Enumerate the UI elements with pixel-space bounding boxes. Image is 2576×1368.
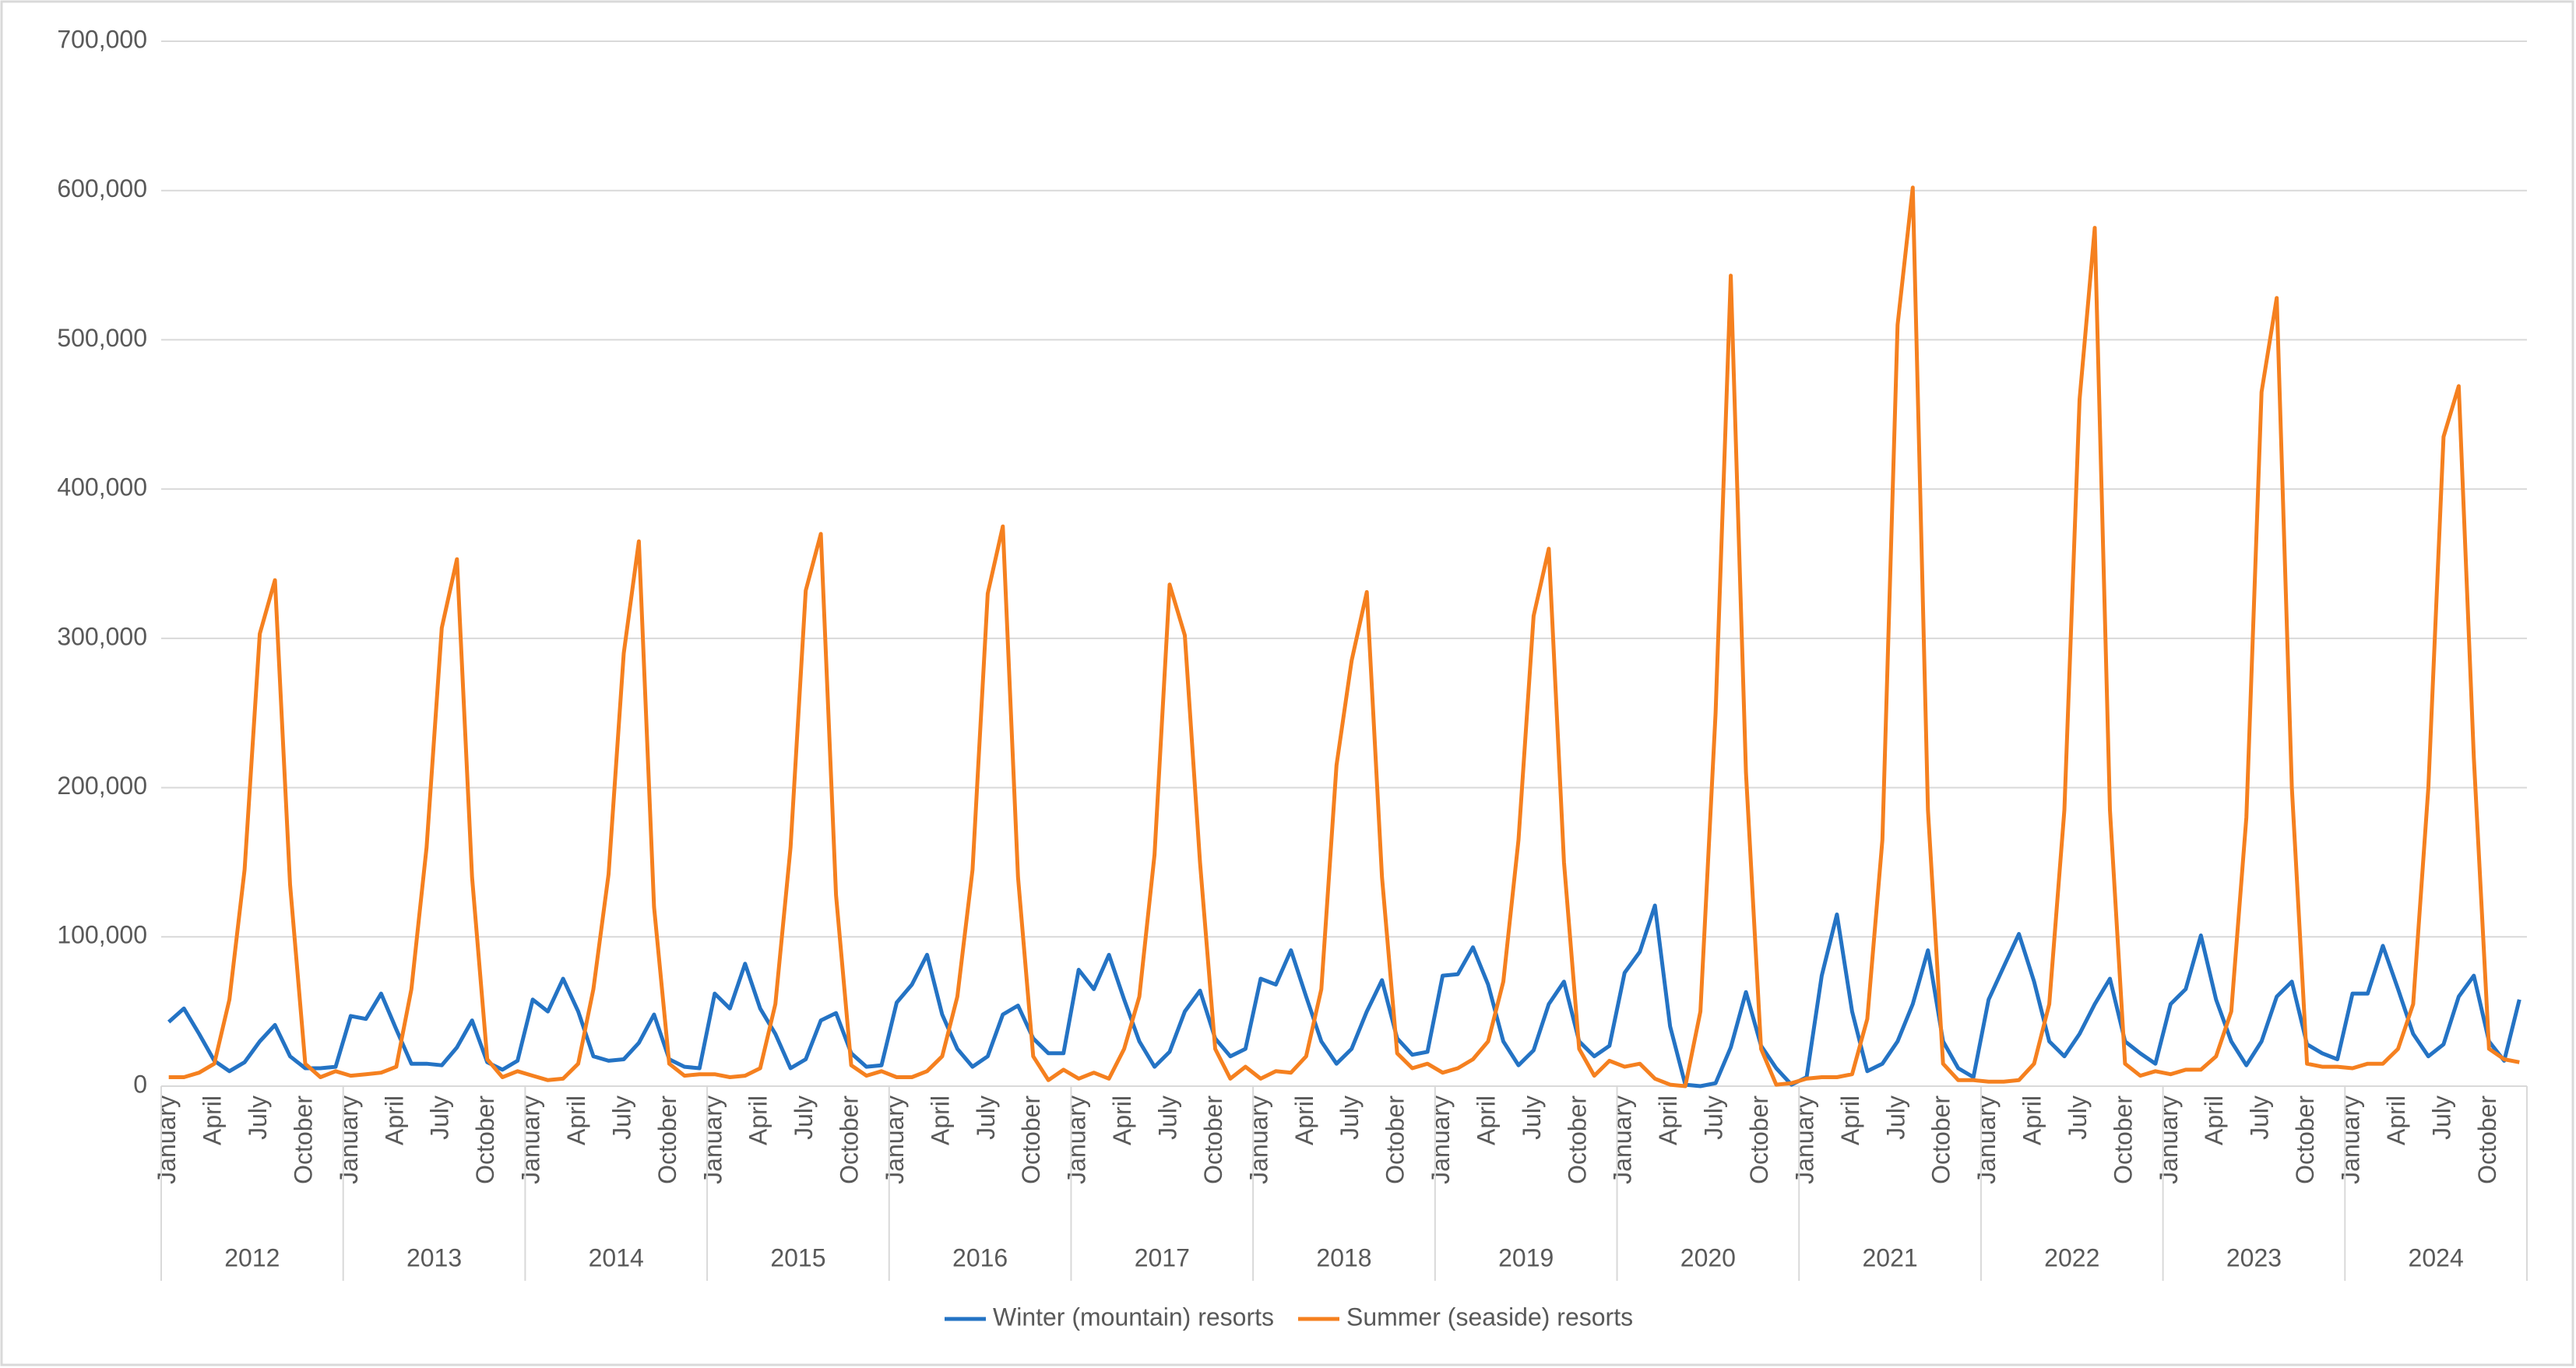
x-tick-label: July [790, 1095, 818, 1140]
x-tick-label: July [2246, 1095, 2274, 1140]
year-label: 2015 [770, 1243, 825, 1271]
x-tick-label: January [1063, 1095, 1091, 1184]
y-tick-label: 200,000 [57, 772, 147, 800]
x-tick-label: October [1381, 1095, 1409, 1184]
year-label: 2018 [1316, 1243, 1371, 1271]
year-label: 2019 [1498, 1243, 1554, 1271]
x-tick-label: April [1472, 1095, 1500, 1145]
year-label: 2016 [952, 1243, 1008, 1271]
x-tick-label: January [699, 1095, 727, 1184]
y-tick-label: 700,000 [57, 25, 147, 53]
legend-label: Summer (seaside) resorts [1346, 1303, 1633, 1331]
year-label: 2023 [2226, 1243, 2282, 1271]
y-tick-label: 100,000 [57, 921, 147, 949]
x-tick-label: January [1609, 1095, 1637, 1184]
x-tick-label: July [1700, 1095, 1728, 1140]
x-tick-label: July [1881, 1095, 1909, 1140]
x-tick-label: January [1790, 1095, 1818, 1184]
x-tick-label: July [972, 1095, 1000, 1140]
y-tick-label: 300,000 [57, 622, 147, 650]
x-tick-label: October [2291, 1095, 2319, 1184]
y-tick-label: 500,000 [57, 324, 147, 352]
x-tick-label: April [1654, 1095, 1682, 1145]
x-tick-label: April [2382, 1095, 2410, 1145]
x-tick-label: October [1927, 1095, 1955, 1184]
year-label: 2022 [2044, 1243, 2099, 1271]
series-line [167, 903, 2521, 1088]
y-tick-label: 600,000 [57, 174, 147, 202]
x-tick-label: July [426, 1095, 454, 1140]
x-tick-label: October [1199, 1095, 1227, 1184]
x-tick-label: July [2064, 1095, 2092, 1140]
x-tick-label: July [244, 1095, 272, 1140]
x-tick-label: October [1745, 1095, 1773, 1184]
x-tick-label: October [2473, 1095, 2501, 1184]
year-label: 2021 [1862, 1243, 1917, 1271]
x-tick-label: April [199, 1095, 227, 1145]
year-label: 2014 [589, 1243, 644, 1271]
y-tick-label: 0 [133, 1070, 147, 1098]
x-tick-label: January [881, 1095, 909, 1184]
year-label: 2013 [406, 1243, 462, 1271]
legend-label: Winter (mountain) resorts [993, 1303, 1274, 1331]
x-tick-label: January [2336, 1095, 2364, 1184]
x-tick-label: October [289, 1095, 317, 1184]
x-tick-label: April [562, 1095, 590, 1145]
x-tick-label: October [836, 1095, 864, 1184]
x-tick-label: October [471, 1095, 499, 1184]
x-tick-label: October [1563, 1095, 1591, 1184]
x-tick-label: April [2018, 1095, 2046, 1145]
x-tick-label: April [380, 1095, 408, 1145]
x-tick-label: January [2155, 1095, 2183, 1184]
x-tick-label: April [744, 1095, 772, 1145]
x-tick-label: January [1427, 1095, 1455, 1184]
x-tick-label: April [2200, 1095, 2228, 1145]
year-label: 2017 [1135, 1243, 1190, 1271]
x-tick-label: July [1336, 1095, 1364, 1140]
x-tick-label: April [1108, 1095, 1136, 1145]
x-tick-label: July [2427, 1095, 2455, 1140]
x-tick-label: January [1972, 1095, 2001, 1184]
x-tick-label: January [517, 1095, 545, 1184]
x-tick-label: April [1836, 1095, 1864, 1145]
year-label: 2024 [2409, 1243, 2464, 1271]
series-line [168, 185, 2520, 1088]
year-label: 2020 [1680, 1243, 1736, 1271]
x-tick-label: October [2109, 1095, 2137, 1184]
x-tick-label: July [607, 1095, 635, 1140]
y-tick-label: 400,000 [57, 473, 147, 501]
x-tick-label: April [926, 1095, 954, 1145]
x-tick-label: October [653, 1095, 681, 1184]
x-tick-label: April [1290, 1095, 1318, 1145]
x-tick-label: October [1017, 1095, 1045, 1184]
x-tick-label: January [335, 1095, 363, 1184]
x-tick-label: July [1518, 1095, 1546, 1140]
x-tick-label: January [1244, 1095, 1272, 1184]
year-label: 2012 [224, 1243, 280, 1271]
x-tick-label: January [153, 1095, 181, 1184]
x-tick-label: July [1153, 1095, 1181, 1140]
